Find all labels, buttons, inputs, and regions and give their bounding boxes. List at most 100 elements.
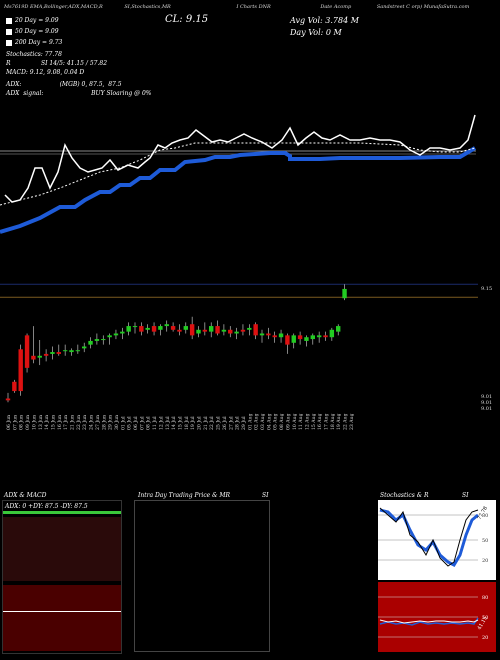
date-tick-label: 19 Aug [336, 413, 342, 430]
rsi-level-80: 80 [482, 595, 488, 601]
stoch-level-20: 20 [482, 558, 488, 564]
stoch-level-80: 80 [482, 513, 488, 519]
date-tick-label: 01 Jul [120, 416, 126, 430]
date-tick-label: 06 Jul [133, 416, 139, 430]
date-tick-label: 11 Jul [152, 416, 158, 430]
date-tick-label: 10 Aug [292, 413, 298, 430]
avg-vol-label: Avg Vol: 3.784 M [290, 16, 359, 25]
adx-readouts: ADX: (MGB) 0, 87.5, 87.5 ADX signal: BUY… [6, 80, 152, 98]
candle-up [234, 331, 239, 334]
candle-down [177, 329, 182, 332]
date-tick-label: 19 Jul [190, 416, 196, 430]
date-tick-label: 21 Jun [70, 415, 76, 430]
candle-up [101, 339, 106, 341]
legend-item-200day: 200 Day = 9.73 [6, 37, 62, 48]
candle-up [88, 340, 93, 345]
candle-down [297, 335, 303, 340]
candle-down [56, 352, 61, 354]
macd-readout: MACD: 9.12, 9.08, 0.04 D [6, 69, 85, 76]
ma-chart [0, 114, 477, 234]
candle-up [107, 335, 112, 338]
candle-up [310, 335, 315, 340]
candle-down [240, 329, 246, 332]
date-tick-label: 15 Aug [311, 413, 317, 430]
date-tick-label: 05 Jul [127, 416, 133, 430]
price-label-mid3: 9.01 [481, 406, 493, 412]
intraday-panel [134, 500, 270, 652]
candle-down [12, 381, 17, 392]
date-tick-label: 29 Jun [108, 415, 114, 430]
date-tick-label: 18 Aug [330, 413, 336, 430]
date-tick-label: 07 Jun [12, 415, 18, 430]
date-tick-label: 06 Jun [6, 415, 12, 430]
date-tick-label: 23 Jun [82, 415, 88, 430]
candle-up [69, 350, 74, 353]
ma-legend: 20 Day = 9.09 50 Day = 9.09 200 Day = 9.… [6, 15, 62, 48]
rsi-level-50: 50 [482, 615, 488, 621]
date-tick-label: 03 Aug [260, 413, 266, 430]
candle-up [209, 326, 214, 332]
indicator-readouts: Stochastics: 77.78 R SI 14/5: 41.15 / 57… [6, 50, 107, 77]
date-tick-label: 27 Jun [95, 415, 101, 430]
stoch-si-label: SI [462, 492, 469, 499]
date-tick-label: 12 Jul [158, 416, 164, 430]
candle-up [329, 329, 335, 338]
date-tick-label: 16 Jun [57, 415, 63, 430]
candlestick-chart: 06 Jun 07 Jun 08 Jun 09 Jun 10 Jun 13 Jun 14 J… [0, 283, 478, 430]
date-tick-label: 01 Aug [247, 413, 253, 430]
stoch-k-line [379, 507, 479, 567]
candle-down [24, 335, 30, 368]
legend-item-20day: 20 Day = 9.09 [6, 15, 62, 26]
date-tick-label: 24 Jun [89, 415, 95, 430]
candle-up [336, 326, 341, 332]
candle-up [132, 326, 138, 328]
candle-down [215, 326, 220, 334]
intraday-si-label: SI [262, 492, 269, 499]
candle-up [196, 329, 201, 334]
candle-down [43, 353, 49, 356]
close-label: CL: 9.15 [165, 14, 209, 25]
date-tick-label: 22 Aug [343, 413, 349, 430]
candle-down [228, 329, 233, 334]
date-tick-label: 08 Aug [279, 413, 285, 430]
date-tick-label: 08 Jul [146, 416, 152, 430]
price-label-mid1: 9.01 [481, 394, 493, 400]
date-tick-label: 10 Jun [31, 415, 37, 430]
adx-readout-bar: ADX: 0 +DY: 87.5 -DY: 87.5 [3, 501, 121, 517]
candle-down [31, 355, 36, 360]
date-tick-label: 04 Aug [266, 413, 272, 430]
legend-swatch-icon [6, 28, 12, 35]
date-tick-label: 16 Aug [317, 413, 323, 430]
date-tick-label: 30 Jun [114, 415, 120, 430]
stoch-readout: Stochastics: 77.78 [6, 51, 62, 58]
macd-area [3, 585, 121, 651]
date-tick-label: 12 Aug [304, 413, 310, 430]
rsi-level-20: 20 [482, 635, 488, 641]
candle-down [253, 324, 258, 336]
price-label-top: 9.15 [481, 286, 493, 292]
date-tick-label: 23 Aug [349, 413, 355, 430]
candle-up [82, 346, 87, 349]
candle-down [189, 324, 195, 336]
header-title-mid3: Date Acomp [320, 4, 352, 10]
header-title-mid2: I Charts DNR [236, 4, 271, 10]
candle-up [342, 288, 347, 299]
header-title-mid4: Sandstreet C [376, 4, 410, 10]
candle-down [18, 349, 23, 392]
candle-up [183, 326, 188, 330]
candle-up [94, 339, 100, 341]
candle-up [126, 326, 131, 332]
date-tick-label: 14 Jul [171, 416, 177, 430]
candle-down [139, 326, 144, 332]
candle-down [266, 333, 271, 336]
price-line-white [4, 114, 476, 203]
day-vol-label: Day Vol: 0 M [290, 28, 342, 37]
candle-down [272, 335, 277, 338]
candle-down [285, 335, 290, 345]
date-tick-label: 13 Jul [165, 416, 171, 430]
date-tick-label: 29 Jul [241, 416, 247, 430]
intraday-panel-title: Intra Day Trading Price & MR [138, 492, 231, 499]
candle-down [323, 335, 328, 338]
date-tick-label: 22 Jun [76, 415, 82, 430]
ema-line-blue [0, 146, 477, 234]
